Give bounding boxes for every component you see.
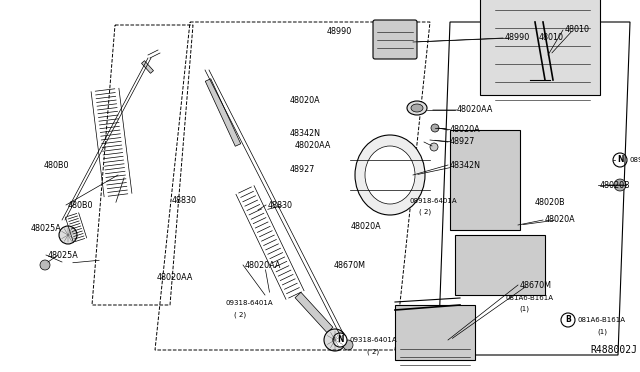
Polygon shape	[205, 79, 241, 146]
Text: 09318-6401A: 09318-6401A	[349, 337, 397, 343]
Circle shape	[324, 329, 346, 351]
Text: 48010: 48010	[565, 26, 590, 35]
FancyBboxPatch shape	[373, 20, 417, 59]
Text: 480B0: 480B0	[68, 201, 93, 209]
Text: 48020A: 48020A	[450, 125, 481, 135]
Text: 48020AA: 48020AA	[245, 260, 282, 269]
Text: 48010: 48010	[539, 33, 564, 42]
Text: 48025A: 48025A	[31, 224, 61, 233]
Text: 48020B: 48020B	[535, 198, 566, 207]
Circle shape	[561, 313, 575, 327]
Text: 48927: 48927	[450, 138, 476, 147]
Text: 48342N: 48342N	[450, 160, 481, 170]
Circle shape	[430, 143, 438, 151]
Circle shape	[614, 179, 626, 191]
Ellipse shape	[411, 104, 423, 112]
Text: 48830: 48830	[172, 196, 196, 205]
Text: 48670M: 48670M	[334, 262, 366, 270]
Circle shape	[431, 124, 439, 132]
Text: 09318-6401A: 09318-6401A	[226, 300, 273, 306]
Polygon shape	[141, 61, 154, 73]
Ellipse shape	[355, 135, 425, 215]
Text: R488002J: R488002J	[590, 345, 637, 355]
FancyBboxPatch shape	[395, 305, 475, 360]
Text: 48927: 48927	[290, 165, 316, 174]
Circle shape	[40, 260, 50, 270]
Text: 48020A: 48020A	[545, 215, 575, 224]
Text: 48990: 48990	[505, 33, 531, 42]
Text: 48670M: 48670M	[520, 280, 552, 289]
Text: 48025A: 48025A	[48, 250, 79, 260]
FancyBboxPatch shape	[455, 235, 545, 295]
Text: 48020A: 48020A	[351, 222, 381, 231]
Text: (1): (1)	[520, 305, 530, 312]
Text: 081A6-B161A: 081A6-B161A	[577, 317, 625, 323]
Text: 480B0: 480B0	[44, 161, 69, 170]
Ellipse shape	[407, 101, 427, 115]
Text: 48020AA: 48020AA	[157, 273, 193, 282]
Text: 48020A: 48020A	[290, 96, 321, 105]
Text: N: N	[337, 336, 343, 344]
Polygon shape	[295, 292, 333, 333]
Ellipse shape	[365, 146, 415, 204]
Text: ( 2): ( 2)	[367, 349, 379, 355]
Circle shape	[333, 333, 347, 347]
Circle shape	[613, 153, 627, 167]
Text: 48342N: 48342N	[290, 129, 321, 138]
Text: 48020B: 48020B	[600, 180, 630, 189]
FancyBboxPatch shape	[480, 0, 600, 95]
Text: 48020AA: 48020AA	[294, 141, 331, 150]
Text: 48020AA: 48020AA	[457, 106, 493, 115]
Text: 081A6-B161A: 081A6-B161A	[506, 295, 554, 301]
Text: ( 2): ( 2)	[234, 311, 246, 318]
FancyBboxPatch shape	[450, 130, 520, 230]
Text: ( 2): ( 2)	[419, 209, 431, 215]
Circle shape	[343, 340, 353, 350]
Text: 08918-6401A: 08918-6401A	[410, 198, 457, 204]
Text: B: B	[565, 315, 571, 324]
Text: (1): (1)	[597, 329, 607, 335]
Text: 48830: 48830	[268, 201, 293, 209]
Circle shape	[59, 226, 77, 244]
Text: 48990: 48990	[326, 27, 351, 36]
Text: 08918-6401A: 08918-6401A	[629, 157, 640, 163]
Text: N: N	[617, 155, 623, 164]
